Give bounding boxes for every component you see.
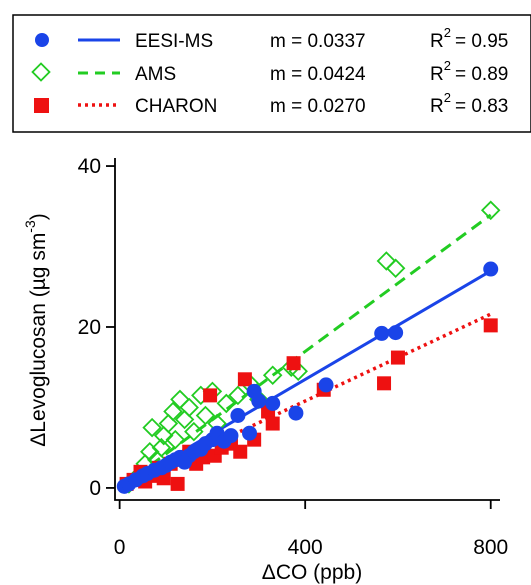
legend-slope-charon: m = 0.0270 — [270, 96, 366, 117]
point-eesi-ms — [230, 408, 246, 424]
legend-r2-eesi-ms: R2 = 0.95 — [430, 25, 508, 52]
point-ams — [163, 401, 183, 422]
x-axis-label: ΔCO (ppb) — [262, 561, 362, 584]
point-eesi-ms — [251, 393, 267, 409]
legend-r2-value: = 0.95 — [455, 31, 508, 52]
legend-r2-prefix: R — [430, 96, 444, 117]
point-ams — [184, 421, 204, 442]
point-ams — [385, 258, 406, 279]
point-charon — [265, 416, 280, 431]
point-eesi-ms — [288, 405, 304, 421]
legend-marker-charon — [34, 98, 49, 113]
point-ams — [170, 389, 190, 410]
legend-marker-eesi-ms — [35, 33, 49, 47]
point-ams — [216, 393, 237, 414]
point-charon — [377, 376, 392, 391]
y-axis-label-close: ) — [27, 213, 50, 220]
point-ams — [142, 417, 162, 438]
point-ams — [165, 429, 186, 450]
legend-label-eesi-ms: EESI-MS — [135, 31, 213, 52]
axis-ticks: 0 400 800 0 20 40 — [78, 155, 509, 559]
legend-r2-charon: R2 = 0.83 — [430, 90, 508, 117]
legend-r2-value: = 0.83 — [455, 96, 508, 117]
fit-line-charon — [118, 312, 492, 490]
legend-r2-value: = 0.89 — [455, 64, 508, 85]
legend-r2-prefix: R — [430, 31, 444, 52]
point-charon — [483, 318, 498, 333]
y-axis-label-sup: -3 — [22, 220, 38, 233]
y-axis-label: ΔLevoglucosan (µg sm-3) — [22, 213, 50, 447]
point-eesi-ms — [242, 425, 258, 441]
y-tick-label: 40 — [78, 155, 101, 178]
legend-r2-ams: R2 = 0.89 — [430, 58, 508, 85]
legend-slope-ams: m = 0.0424 — [270, 64, 366, 85]
legend-slope-eesi-ms: m = 0.0337 — [270, 31, 366, 52]
legend: EESI-MS m = 0.0337 R2 = 0.95 AMS m = 0.04… — [12, 14, 531, 133]
legend-label-ams: AMS — [135, 64, 176, 85]
plot-frame — [114, 158, 500, 501]
legend-r2-sup: 2 — [444, 25, 451, 40]
legend-r2-prefix: R — [430, 64, 444, 85]
plot-area: 0 400 800 0 20 40 — [78, 155, 509, 559]
x-tick-label: 800 — [473, 536, 508, 559]
point-eesi-ms — [374, 325, 390, 341]
point-ams — [179, 397, 199, 418]
point-charon — [170, 476, 185, 491]
y-axis-label-main: ΔLevoglucosan (µg sm — [27, 233, 50, 447]
point-charon — [203, 388, 218, 403]
legend-label-charon: CHARON — [135, 96, 217, 117]
data-points — [116, 200, 501, 494]
point-ams — [480, 200, 501, 221]
legend-r2-sup: 2 — [444, 58, 451, 73]
y-tick-label: 0 — [89, 477, 101, 500]
point-eesi-ms — [388, 325, 404, 341]
point-eesi-ms — [483, 261, 499, 277]
x-tick-label: 0 — [114, 536, 126, 559]
point-charon — [237, 372, 252, 387]
point-ams — [376, 251, 397, 271]
point-eesi-ms — [265, 395, 281, 411]
point-eesi-ms — [318, 377, 334, 393]
legend-marker-ams — [31, 62, 51, 82]
point-ams — [228, 385, 248, 406]
x-tick-label: 400 — [288, 536, 323, 559]
y-tick-label: 20 — [78, 316, 101, 339]
point-charon — [390, 350, 405, 365]
point-ams — [262, 365, 283, 386]
point-ams — [195, 405, 216, 426]
legend-r2-sup: 2 — [444, 90, 451, 105]
point-eesi-ms — [223, 428, 239, 444]
point-charon — [233, 444, 248, 459]
point-charon — [286, 356, 301, 371]
